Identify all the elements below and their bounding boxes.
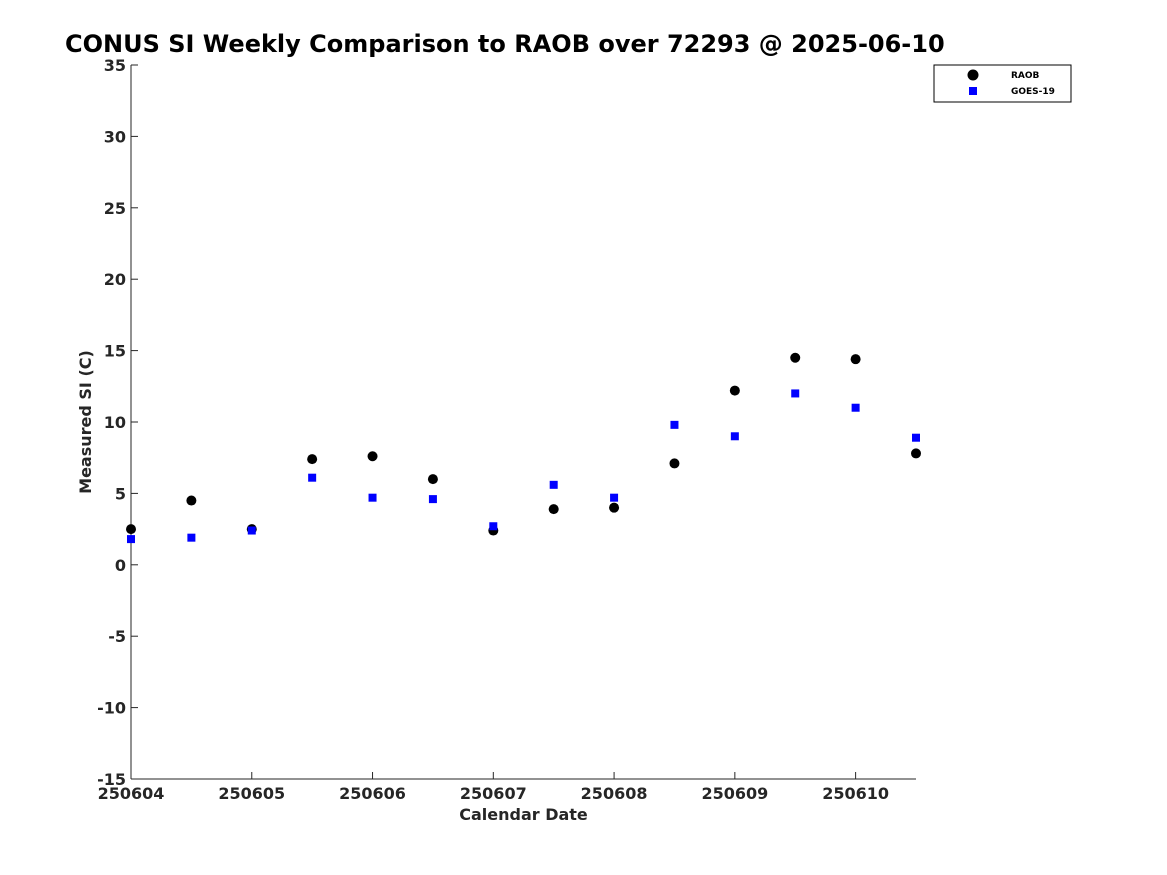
point-raob	[307, 454, 318, 465]
point-raob	[126, 524, 136, 535]
point-raob	[609, 502, 620, 513]
point-goes19	[187, 533, 196, 542]
x-tick-label: 250609	[701, 784, 768, 803]
legend-goes19-label: GOES-19	[1011, 87, 1055, 97]
y-tick-label: 25	[104, 199, 126, 218]
x-tick-label: 250608	[581, 784, 648, 803]
point-raob	[548, 504, 559, 515]
point-raob	[186, 495, 197, 506]
point-goes19	[549, 480, 558, 489]
y-axis-label: Measured SI (C)	[76, 350, 95, 494]
point-raob	[850, 354, 861, 365]
point-goes19	[912, 433, 920, 442]
point-goes19	[489, 522, 498, 531]
point-goes19	[791, 389, 800, 398]
point-raob	[729, 385, 740, 396]
data-points	[126, 352, 921, 544]
x-tick-label: 250610	[822, 784, 889, 803]
point-goes19	[670, 420, 679, 429]
legend-goes19-marker	[969, 87, 977, 95]
legend-raob-marker	[967, 69, 979, 81]
legend: RAOB GOES-19	[933, 64, 1072, 103]
x-tick-label: 250607	[460, 784, 527, 803]
point-goes19	[247, 526, 256, 535]
point-raob	[790, 352, 801, 363]
point-goes19	[308, 473, 317, 482]
y-tick-label: 10	[104, 413, 126, 432]
x-tick-label: 250604	[98, 784, 165, 803]
y-axis-ticks: 35 30 25 20 15 10 5 0 -5 -10 -15	[97, 56, 138, 789]
x-tick-label: 250605	[218, 784, 285, 803]
point-raob	[911, 448, 921, 459]
y-tick-label: -15	[97, 770, 126, 789]
x-axis-label: Calendar Date	[459, 805, 588, 824]
y-tick-label: 20	[104, 270, 126, 289]
y-tick-label: 5	[115, 484, 126, 503]
point-raob	[427, 474, 438, 485]
y-tick-label: 15	[104, 342, 126, 361]
y-tick-label: -5	[108, 627, 126, 646]
point-raob	[367, 451, 378, 462]
legend-box	[933, 64, 1072, 103]
plot-axes	[130, 65, 916, 780]
point-goes19	[851, 403, 860, 412]
y-tick-label: 35	[104, 56, 126, 75]
point-goes19	[127, 535, 135, 544]
point-raob	[669, 458, 680, 469]
x-axis-ticks: 250604 250605 250606 250607 250608 250609 2506…	[98, 772, 889, 803]
point-goes19	[368, 493, 377, 502]
x-tick-label: 250606	[339, 784, 406, 803]
chart-title: CONUS SI Weekly Comparison to RAOB over …	[65, 30, 945, 58]
y-tick-label: 0	[115, 556, 126, 575]
point-goes19	[610, 493, 619, 502]
y-tick-label: -10	[97, 699, 126, 718]
point-goes19	[428, 495, 437, 504]
y-tick-label: 30	[104, 127, 126, 146]
point-goes19	[730, 432, 739, 441]
legend-raob-label: RAOB	[1011, 71, 1040, 81]
